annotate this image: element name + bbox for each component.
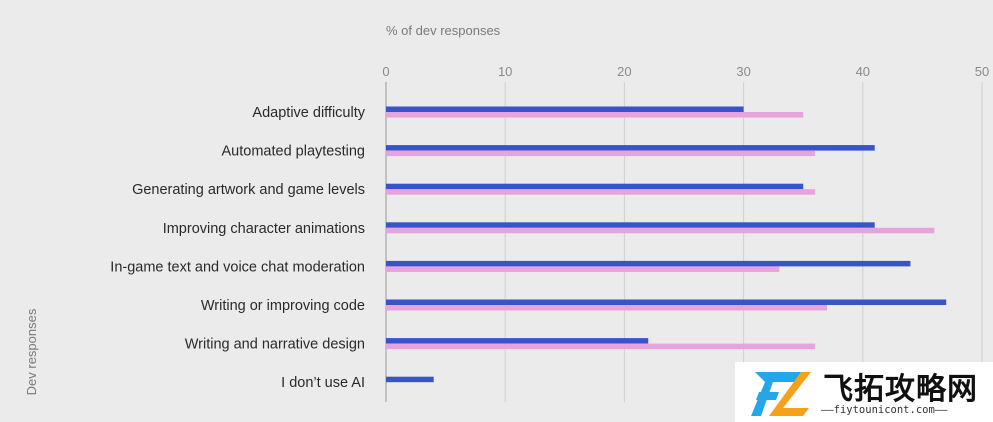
bars bbox=[386, 106, 947, 383]
bar-series-1 bbox=[386, 106, 744, 112]
x-tick-30: 30 bbox=[736, 64, 750, 79]
bar-series-2 bbox=[386, 189, 816, 195]
bar-series-1 bbox=[386, 183, 804, 190]
category-label: Generating artwork and game levels bbox=[132, 182, 365, 198]
bar-series-1 bbox=[386, 338, 649, 344]
bar-series-2 bbox=[386, 343, 816, 350]
bar-series-2 bbox=[386, 227, 935, 234]
bar-series-2 bbox=[386, 305, 828, 311]
category-label: Adaptive difficulty bbox=[252, 105, 365, 121]
category-label: In-game text and voice chat moderation bbox=[110, 259, 365, 275]
bar-series-1 bbox=[386, 376, 434, 383]
x-tick-0: 0 bbox=[382, 64, 389, 79]
bar-series-1 bbox=[386, 145, 875, 151]
category-label: Improving character animations bbox=[163, 221, 365, 237]
category-label: I don’t use AI bbox=[281, 375, 365, 391]
x-tick-labels: 0 10 20 30 40 50 bbox=[382, 64, 989, 79]
bar-series-1 bbox=[386, 260, 911, 267]
y-axis-title: Dev responses bbox=[24, 308, 39, 395]
fz-logo-icon bbox=[751, 372, 811, 416]
bar-series-2 bbox=[386, 150, 816, 157]
x-tick-40: 40 bbox=[856, 64, 870, 79]
category-label: Automated playtesting bbox=[222, 144, 365, 160]
x-axis-title: % of dev responses bbox=[386, 23, 501, 38]
watermark-url: ——fiytounicont.com—— bbox=[821, 404, 948, 416]
x-tick-20: 20 bbox=[617, 64, 631, 79]
gridlines bbox=[385, 82, 983, 402]
category-label: Writing or improving code bbox=[201, 298, 365, 314]
bar-series-1 bbox=[386, 222, 875, 228]
watermark: 飞拓攻略网 ——fiytounicont.com—— bbox=[735, 362, 993, 422]
bar-series-2 bbox=[386, 266, 780, 272]
category-label: Writing and narrative design bbox=[185, 337, 365, 353]
bar-series-1 bbox=[386, 299, 947, 305]
x-tick-10: 10 bbox=[498, 64, 512, 79]
x-tick-50: 50 bbox=[975, 64, 989, 79]
watermark-brand: 飞拓攻略网 bbox=[823, 372, 978, 407]
category-labels: Adaptive difficulty Automated playtesting… bbox=[110, 105, 365, 391]
bar-series-2 bbox=[386, 112, 804, 118]
